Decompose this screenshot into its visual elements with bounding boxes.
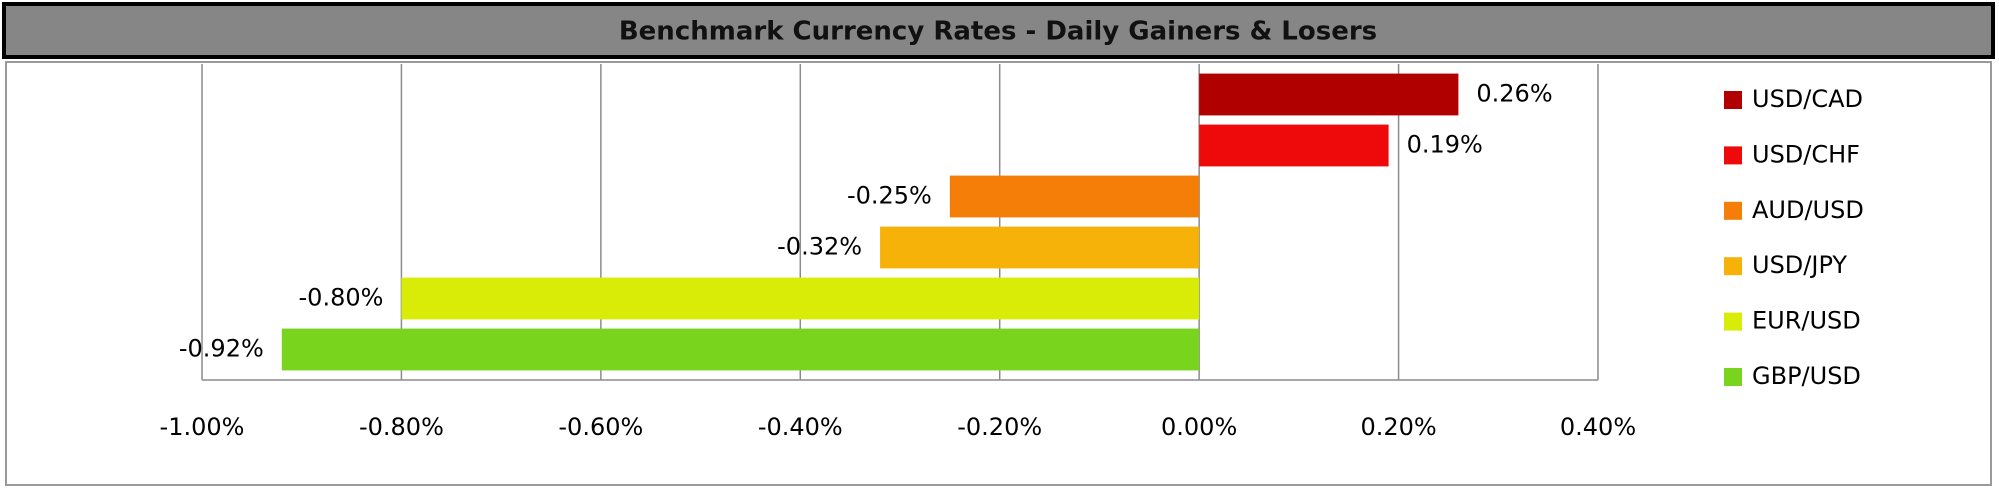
value-label: 0.19% xyxy=(1407,131,1483,159)
legend-swatch xyxy=(1724,257,1742,276)
bar xyxy=(949,175,1200,218)
legend-label: USD/CAD xyxy=(1752,85,1863,113)
chart-title: Benchmark Currency Rates - Daily Gainers… xyxy=(619,17,1377,47)
legend-label: AUD/USD xyxy=(1752,196,1864,224)
bar xyxy=(401,277,1200,320)
value-label: -0.80% xyxy=(299,284,384,312)
legend-swatch xyxy=(1724,91,1742,109)
x-tick-label: -0.60% xyxy=(558,413,643,441)
legend-label: USD/JPY xyxy=(1752,251,1847,279)
value-label: -0.32% xyxy=(777,233,862,261)
legend-swatch xyxy=(1724,312,1742,331)
bar xyxy=(1199,124,1389,167)
legend-swatch xyxy=(1724,368,1742,386)
x-tick-label: -0.40% xyxy=(758,413,843,441)
x-tick-label: 0.40% xyxy=(1560,413,1636,441)
legend-label: EUR/USD xyxy=(1752,307,1861,335)
legend-swatch xyxy=(1724,146,1742,165)
x-tick-label: -1.00% xyxy=(160,413,245,441)
legend-label: USD/CHF xyxy=(1752,140,1860,168)
x-tick-label: -0.80% xyxy=(359,413,444,441)
value-label: 0.26% xyxy=(1476,80,1552,108)
x-tick-label: 0.00% xyxy=(1161,413,1237,441)
bar xyxy=(281,328,1200,371)
bar xyxy=(1199,73,1459,116)
value-label: -0.25% xyxy=(847,182,932,210)
x-tick-label: -0.20% xyxy=(957,413,1042,441)
value-label: -0.92% xyxy=(179,335,264,363)
chart-frame xyxy=(5,61,1992,486)
bar xyxy=(880,226,1200,269)
x-tick-label: 0.20% xyxy=(1360,413,1436,441)
legend-label: GBP/USD xyxy=(1752,362,1861,390)
title-bar xyxy=(2,2,1995,59)
legend-swatch xyxy=(1724,201,1742,220)
